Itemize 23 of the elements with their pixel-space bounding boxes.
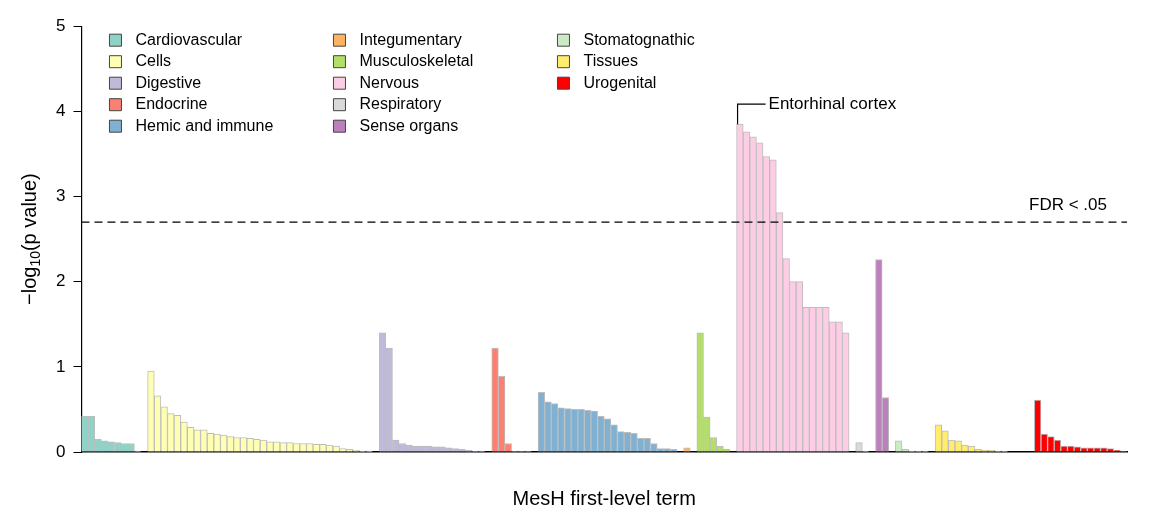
y-axis-title: −log10(p value) [17,173,43,305]
legend-label: Integumentary [359,30,462,48]
y-tick-label: 2 [55,271,66,291]
x-axis-title: MesH first-level term [512,486,696,509]
y-tick-label: 3 [55,186,66,206]
legend-label: Stomatognathic [583,30,695,48]
ref-line-label: FDR < .05 [1029,195,1107,215]
legend-label: Endocrine [135,95,208,113]
y-tick-label: 1 [55,356,66,376]
legend-label: Urogenital [583,73,657,91]
legend-label: Hemic and immune [135,116,274,134]
y-tick-label: 5 [55,15,66,35]
legend-label: Tissues [583,52,638,70]
y-tick-label: 4 [55,101,66,121]
legend-label: Cells [135,52,172,70]
legend-label: Respiratory [359,95,442,113]
legend-label: Sense organs [359,116,459,134]
annotation: Entorhinal cortex [768,93,897,113]
legend-label: Cardiovascular [135,30,243,48]
legend-label: Nervous [359,73,420,91]
legend-label: Musculoskeletal [359,52,474,70]
legend-label: Digestive [135,73,202,91]
y-tick-label: 0 [55,441,66,461]
